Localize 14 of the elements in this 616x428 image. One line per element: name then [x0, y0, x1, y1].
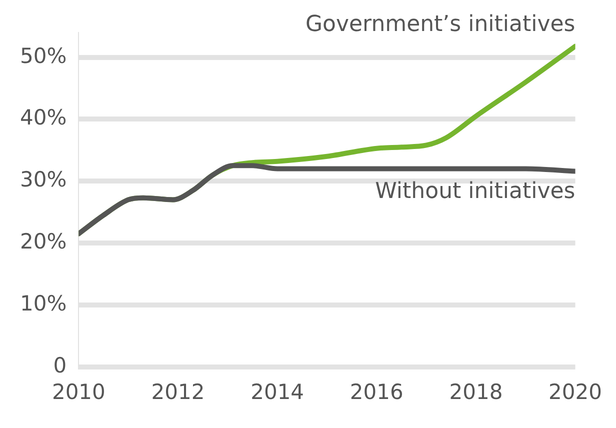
- x-tick-label: 2016: [350, 380, 404, 404]
- y-tick-label: 20%: [20, 229, 67, 254]
- y-tick-label: 30%: [20, 168, 67, 192]
- x-tick-label: 2014: [250, 380, 304, 404]
- x-tick-label: 2020: [548, 380, 602, 404]
- x-tick-label: 2012: [151, 380, 205, 404]
- y-tick-label: 40%: [20, 106, 67, 130]
- x-tick-label: 2018: [449, 380, 503, 404]
- series-label: Without initiatives: [375, 178, 576, 204]
- y-tick-label: 10%: [20, 291, 67, 316]
- x-tick-label: 2010: [52, 380, 106, 404]
- y-tick-label: 50%: [20, 44, 67, 68]
- series-label: Government’s initiatives: [305, 12, 576, 37]
- y-tick-label: 0: [53, 353, 67, 378]
